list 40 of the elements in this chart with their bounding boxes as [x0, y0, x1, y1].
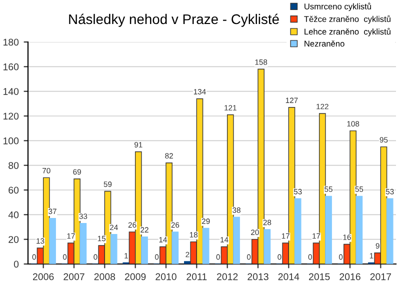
bar — [172, 232, 179, 264]
x-tick-label: 2016 — [340, 273, 360, 280]
legend-label: Nezraněno — [304, 40, 344, 47]
x-tick-label: 2014 — [278, 273, 300, 280]
x-tick-label: 2006 — [33, 273, 54, 280]
x-tick-label: 2009 — [125, 273, 146, 280]
bar — [356, 196, 363, 264]
bar — [325, 196, 332, 264]
x-tick-label: 2015 — [309, 273, 330, 280]
y-tick-label: 160 — [3, 63, 19, 70]
y-tick-label: 20 — [8, 236, 19, 243]
bar — [141, 236, 148, 264]
bar — [184, 261, 191, 264]
bar — [202, 228, 210, 264]
bar — [110, 234, 118, 264]
y-tick-label: 40 — [8, 211, 19, 218]
x-tick-label: 2007 — [64, 273, 84, 280]
bar — [264, 229, 271, 264]
y-tick-label: 140 — [3, 88, 19, 95]
y-tick-label: 0 — [14, 260, 19, 268]
legend-label: Lehce zraněno cyklistů — [304, 28, 390, 36]
x-tick-label: 2012 — [217, 273, 238, 280]
y-tick-label: 120 — [3, 112, 19, 120]
y-tick-label: 80 — [8, 162, 19, 169]
bar — [49, 218, 56, 264]
x-tick-label: 2010 — [156, 273, 176, 280]
bar — [233, 216, 240, 264]
y-tick-label: 60 — [8, 186, 19, 194]
bar — [386, 198, 394, 264]
y-tick-label: 100 — [3, 137, 19, 144]
x-tick-label: 2017 — [370, 273, 391, 280]
bar — [294, 198, 302, 264]
legend-label: Těžce zraněno cyklistů — [304, 15, 390, 24]
legend-label: Usmrceno cyklistů — [304, 2, 371, 12]
y-tick-label: 180 — [3, 38, 19, 46]
chart-title: Následky nehod v Praze - Cyklisté — [69, 14, 279, 27]
bar — [80, 222, 87, 264]
x-tick-label: 2013 — [248, 273, 268, 280]
x-tick-label: 2011 — [186, 273, 207, 280]
x-tick-label: 2008 — [94, 273, 116, 280]
